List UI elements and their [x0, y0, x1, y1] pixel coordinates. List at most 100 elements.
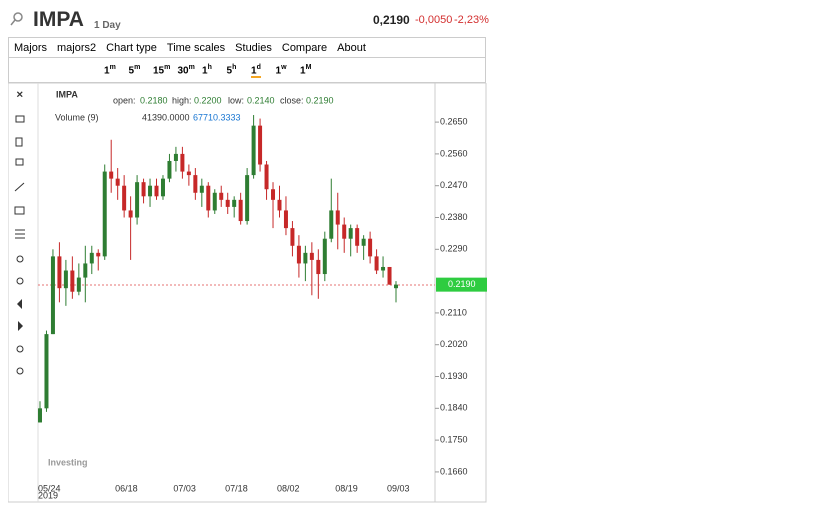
x-tick-label: 07/18 [225, 483, 248, 493]
y-tick-label: 0.2560 [440, 148, 468, 158]
y-tick-label: 0.2380 [440, 212, 468, 222]
interval-unit: m [134, 64, 141, 71]
interval-unit: h [207, 64, 212, 71]
candle-body [277, 199, 282, 211]
candle-body [374, 256, 379, 271]
candle-body [160, 178, 165, 197]
candle-body [361, 238, 366, 246]
candle-body [316, 259, 321, 275]
y-tick-label: 0.2110 [440, 307, 467, 317]
candle-body [283, 210, 288, 229]
interval-unit: m [164, 64, 171, 71]
legend-value: 41390.0000 [142, 112, 190, 122]
candle-body [225, 199, 230, 207]
interval-button[interactable]: 1m [104, 64, 116, 76]
interval-button[interactable]: 1d [251, 64, 261, 79]
menu-item[interactable]: Compare [281, 41, 328, 54]
candle-body [251, 125, 256, 176]
candle-body [50, 256, 55, 335]
candle-body [102, 171, 107, 257]
menu-bar: Majors majors2 Chart type Time scales Studie… [8, 37, 486, 58]
menu-item[interactable]: majors2 [57, 41, 97, 54]
candle-body [193, 175, 198, 193]
legend-label: close: [280, 95, 304, 105]
candle-body [206, 185, 211, 211]
year-label: 2019 [38, 490, 58, 500]
candle-body [303, 252, 308, 264]
interval-button[interactable]: 1w [276, 64, 287, 76]
legend-value: 0.2190 [306, 95, 334, 105]
legend-value: 0.2180 [140, 95, 168, 105]
candle-body [180, 153, 185, 172]
menu-item[interactable]: Chart type [106, 41, 157, 54]
menu-item[interactable]: Studies [235, 41, 272, 54]
candle-body [258, 125, 263, 165]
price: 0,2190 [373, 13, 410, 27]
y-tick-label: 0.1840 [440, 403, 468, 413]
candle-body [264, 164, 269, 190]
candle-body [290, 228, 295, 246]
drawing-tools[interactable]: ✕ [14, 89, 25, 375]
menu-item[interactable]: About [337, 41, 366, 54]
watermark: Investing [48, 457, 88, 467]
interval-number: 1 [202, 65, 208, 77]
interval-number: 30 [177, 65, 189, 77]
candle-body [57, 256, 62, 289]
y-tick-label: 0.2470 [440, 180, 468, 190]
candle-body [96, 252, 101, 257]
y-tick-label: 0.2020 [440, 339, 468, 349]
change-pct: -2,23% [454, 14, 489, 26]
candle-body [154, 185, 159, 197]
candle-body [232, 199, 237, 207]
search-icon[interactable] [10, 12, 24, 26]
candle-body [128, 210, 133, 218]
candle-body [70, 270, 75, 292]
x-tick-label: 05/24 [38, 483, 61, 493]
candle-body [368, 238, 373, 257]
interval-unit: w [281, 64, 287, 71]
legend-label: high: [172, 95, 192, 105]
interval-button[interactable]: 5m [129, 64, 141, 76]
change: -0,0050 [415, 14, 453, 26]
candle-body [329, 210, 334, 239]
chart: ✕ 0.2650 0.2560 0.2470 0.2380 0.2290 0.2110 0.… [8, 83, 487, 503]
candle-body [89, 252, 94, 264]
interval-button[interactable]: 15m [153, 64, 170, 76]
interval-button[interactable]: 5h [227, 64, 237, 76]
legend-value: 0.2200 [194, 95, 222, 105]
y-tick-label: 0.1930 [440, 371, 468, 381]
toolbar: 1m 5m 15m 30m 1h 5h 1d 1w 1M [8, 58, 486, 83]
candle-body [245, 175, 250, 222]
candle-body [219, 192, 224, 200]
interval: 1 Day [94, 20, 121, 31]
candle-body [212, 192, 217, 211]
candle-body [44, 334, 49, 409]
symbol: IMPA [33, 8, 84, 31]
menu-item[interactable]: Majors [14, 41, 48, 54]
candle-body [76, 277, 81, 292]
candle-body [199, 185, 204, 193]
candle-body [271, 189, 276, 200]
candle-body [63, 270, 68, 289]
candle-body [122, 185, 127, 211]
interval-button[interactable]: 30m [178, 64, 195, 76]
interval-button[interactable]: 1h [202, 64, 212, 76]
legend-value: 67710.3333 [193, 112, 241, 122]
x-tick-label: 09/03 [387, 483, 410, 493]
candle-body [186, 171, 191, 176]
candle-body [173, 153, 178, 161]
candle-body [296, 245, 301, 264]
interval-unit: h [232, 64, 237, 71]
candle-body [148, 185, 153, 197]
svg-text:✕: ✕ [16, 89, 24, 99]
last-price-label: 0.2190 [448, 279, 476, 289]
interval-number: 1 [275, 65, 282, 77]
legend-value: 0.2140 [247, 95, 275, 105]
interval-unit: m [109, 64, 116, 71]
interval-number: 1 [251, 65, 257, 77]
menu-item[interactable]: Time scales [166, 41, 226, 54]
candle-body [348, 228, 353, 239]
interval-button[interactable]: 1M [300, 64, 311, 76]
y-tick-label: 0.2290 [440, 244, 468, 254]
y-tick-label: 0.1660 [440, 466, 468, 476]
